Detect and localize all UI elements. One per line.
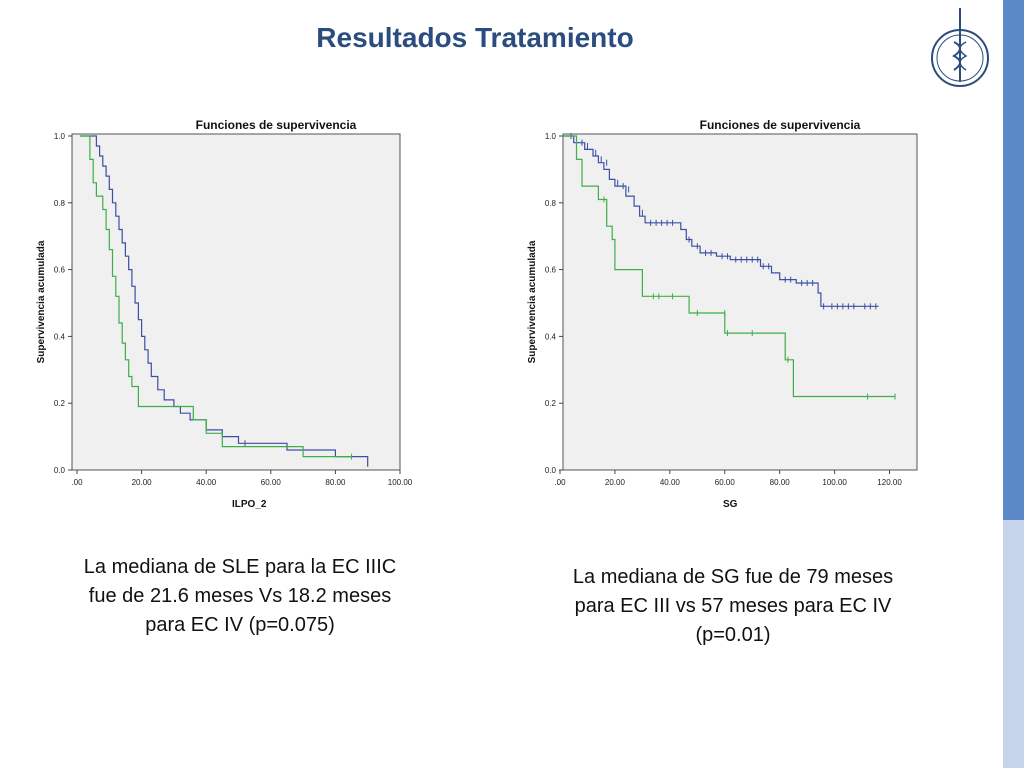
chart-title: Funciones de supervivencia <box>196 118 357 132</box>
x-tick-label: 120.00 <box>877 478 902 487</box>
y-tick-label: 0.8 <box>54 199 66 208</box>
survival-curve-1 <box>80 135 369 467</box>
y-tick-label: 0.4 <box>545 332 557 341</box>
y-tick-label: 0.4 <box>54 332 66 341</box>
x-tick-label: 80.00 <box>325 478 346 487</box>
x-tick-label: 40.00 <box>196 478 217 487</box>
survival-chart-sg: Funciones de supervivencia 0.0 0.2 0.4 0.6 0.… <box>527 118 918 510</box>
y-tick-label: 1.0 <box>54 132 66 141</box>
slide-title: Resultados Tratamiento <box>316 22 634 53</box>
chart-title: Funciones de supervivencia <box>700 118 861 132</box>
sidebar-accent-bar <box>1003 0 1024 520</box>
sidebar-accent-bar-light <box>1003 520 1024 768</box>
plot-area <box>71 133 401 471</box>
plot-area <box>562 133 918 471</box>
y-axis-label: Supervivencia acumulada <box>36 240 47 363</box>
x-tick-label: .00 <box>554 478 566 487</box>
y-tick-label: 0.0 <box>54 466 66 475</box>
x-tick-label: .00 <box>71 478 83 487</box>
x-tick-label: 60.00 <box>261 478 282 487</box>
caption-sg: La mediana de SG fue de 79 meses para EC… <box>572 566 894 646</box>
y-tick-label: 0.2 <box>545 399 557 408</box>
caption-sle: La mediana de SLE para la EC IIIC fue de… <box>83 556 397 636</box>
x-axis-label: SG <box>723 499 738 510</box>
survival-curve-2 <box>80 135 352 458</box>
x-tick-label: 20.00 <box>132 478 153 487</box>
y-tick-label: 0.2 <box>54 399 66 408</box>
y-tick-label: 0.0 <box>545 466 557 475</box>
x-tick-label: 60.00 <box>715 478 736 487</box>
y-tick-label: 1.0 <box>545 132 557 141</box>
x-tick-label: 80.00 <box>770 478 791 487</box>
institute-seal-icon <box>931 8 989 87</box>
survival-curve-1 <box>562 135 879 307</box>
x-tick-label: 100.00 <box>822 478 847 487</box>
x-tick-label: 100.00 <box>388 478 412 487</box>
survival-curve-2 <box>562 135 895 398</box>
x-axis-label: ILPO_2 <box>232 499 267 510</box>
y-tick-label: 0.6 <box>54 266 66 275</box>
y-tick-label: 0.6 <box>545 266 557 275</box>
x-tick-label: 40.00 <box>660 478 681 487</box>
y-tick-label: 0.8 <box>545 199 557 208</box>
y-axis-label: Supervivencia acumulada <box>527 240 538 363</box>
survival-chart-sle: Funciones de supervivencia 0.0 0.2 0.4 0.6 0.… <box>36 118 412 510</box>
x-tick-label: 20.00 <box>605 478 626 487</box>
